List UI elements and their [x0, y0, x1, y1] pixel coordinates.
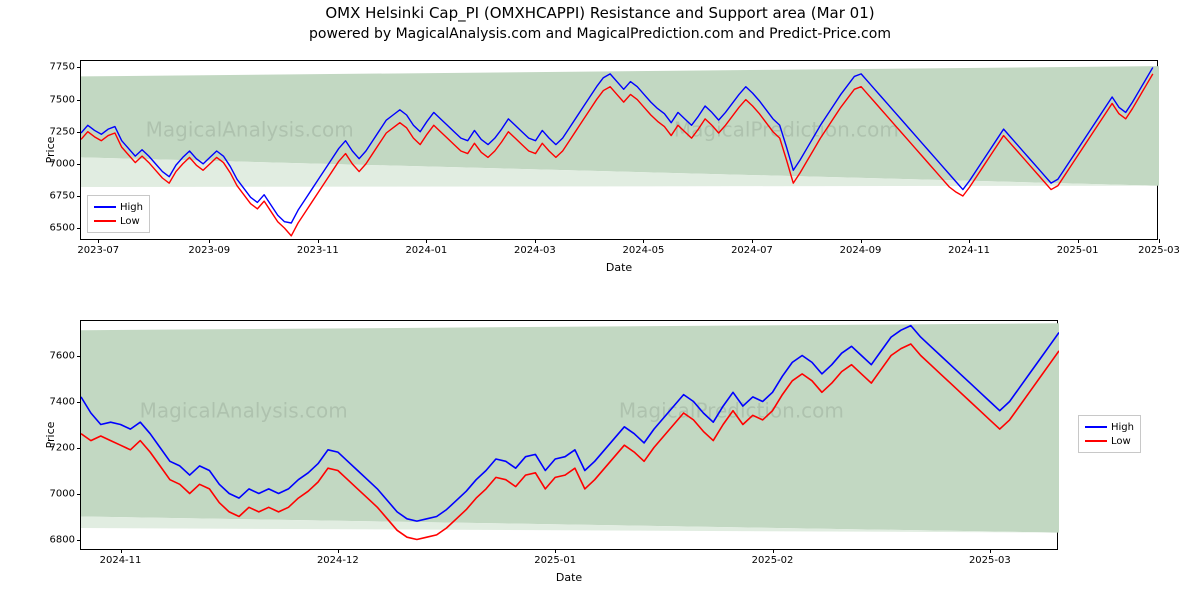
ytick-label: 7500: [50, 94, 81, 105]
xtick-label: 2025-01: [534, 549, 576, 566]
chart-sub-title: powered by MagicalAnalysis.com and Magic…: [0, 26, 1200, 42]
ytick-label: 6500: [50, 223, 81, 234]
ytick-label: 7000: [50, 158, 81, 169]
xtick-label: 2024-03: [514, 239, 556, 256]
xtick-label: 2024-09: [840, 239, 882, 256]
legend-label-high: High: [1111, 422, 1134, 433]
ytick-label: 7750: [50, 62, 81, 73]
chart-bottom-panel: MagicalAnalysis.com MagicalPrediction.com…: [80, 320, 1058, 550]
svg-text:MagicalPrediction.com: MagicalPrediction.com: [619, 399, 844, 423]
legend-swatch-high: [1085, 426, 1107, 428]
chart-main-title: OMX Helsinki Cap_PI (OMXHCAPPI) Resistan…: [0, 4, 1200, 22]
xtick-label: 2024-11: [948, 239, 990, 256]
xtick-label: 2025-02: [752, 549, 794, 566]
chart-bottom-svg: MagicalAnalysis.com MagicalPrediction.com: [81, 321, 1059, 551]
chart-top-panel: MagicalAnalysis.comMagicalPrediction.com…: [80, 60, 1158, 240]
xtick-label: 2024-01: [405, 239, 447, 256]
legend-row-low: Low: [94, 214, 143, 228]
chart-bottom-xlabel: Date: [556, 571, 582, 584]
ytick-label: 6800: [50, 534, 81, 545]
xtick-label: 2025-01: [1057, 239, 1099, 256]
svg-text:MagicalAnalysis.com: MagicalAnalysis.com: [146, 118, 354, 142]
ytick-label: 7400: [50, 396, 81, 407]
chart-bottom-legend: High Low: [1078, 415, 1141, 453]
chart-top-legend: High Low: [87, 195, 150, 233]
xtick-label: 2023-09: [188, 239, 230, 256]
ytick-label: 6750: [50, 191, 81, 202]
ytick-label: 7600: [50, 350, 81, 361]
legend-label-high: High: [120, 202, 143, 213]
xtick-label: 2023-11: [297, 239, 339, 256]
legend-row-high: High: [1085, 420, 1134, 434]
xtick-label: 2025-03: [1138, 239, 1180, 256]
legend-label-low: Low: [1111, 436, 1131, 447]
chart-top-svg: MagicalAnalysis.comMagicalPrediction.com: [81, 61, 1159, 241]
ytick-label: 7000: [50, 488, 81, 499]
ytick-label: 7200: [50, 442, 81, 453]
legend-swatch-low: [1085, 440, 1107, 442]
xtick-label: 2024-07: [731, 239, 773, 256]
legend-swatch-high: [94, 206, 116, 208]
xtick-label: 2024-11: [100, 549, 142, 566]
legend-swatch-low: [94, 220, 116, 222]
legend-label-low: Low: [120, 216, 140, 227]
legend-row-high: High: [94, 200, 143, 214]
svg-text:MagicalAnalysis.com: MagicalAnalysis.com: [140, 399, 348, 423]
legend-row-low: Low: [1085, 434, 1134, 448]
xtick-label: 2023-07: [77, 239, 119, 256]
ytick-label: 7250: [50, 126, 81, 137]
xtick-label: 2025-03: [969, 549, 1011, 566]
xtick-label: 2024-12: [317, 549, 359, 566]
xtick-label: 2024-05: [623, 239, 665, 256]
chart-top-xlabel: Date: [606, 261, 632, 274]
